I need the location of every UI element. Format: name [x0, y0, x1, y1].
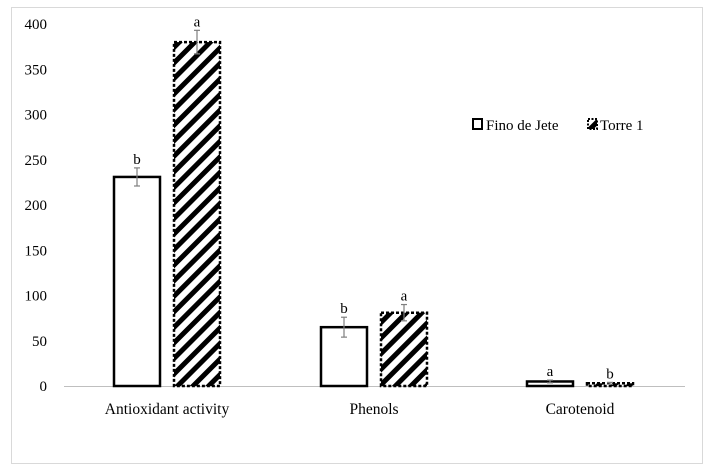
y-tick-label-150: 150	[25, 243, 48, 259]
category-label-antioxidant-activity: Antioxidant activity	[105, 401, 230, 418]
y-tick-label-50: 50	[32, 334, 47, 350]
y-tick-label-250: 250	[25, 153, 48, 169]
legend-swatch-torre-1	[587, 118, 598, 130]
significance-label-antioxidant-activity-torre-1: a	[194, 14, 201, 30]
legend-label-fino-de-jete: Fino de Jete	[486, 118, 559, 134]
y-tick-label-350: 350	[25, 62, 48, 78]
y-tick-label-300: 300	[25, 108, 48, 124]
legend: Fino de Jete Torre 1	[472, 118, 644, 134]
significance-label-antioxidant-activity-fino-de-jete: b	[133, 152, 141, 168]
category-labels: Antioxidant activity Phenols Carotenoid	[105, 401, 615, 418]
y-tick-label-100: 100	[25, 289, 48, 305]
bar-phenols-torre-1	[379, 311, 429, 388]
bar-antioxidant-activity-fino-de-jete	[112, 175, 162, 388]
y-tick-label-200: 200	[25, 198, 48, 214]
legend-swatch-fino-de-jete	[472, 118, 483, 130]
category-label-phenols: Phenols	[349, 401, 398, 418]
y-axis-ticks: 0 50 100 150 200 250 300 350 400	[25, 17, 48, 395]
category-label-carotenoid: Carotenoid	[546, 401, 615, 418]
significance-label-phenols-fino-de-jete: b	[340, 301, 348, 317]
significance-label-carotenoid-fino-de-jete: a	[547, 364, 554, 380]
significance-label-phenols-torre-1: a	[401, 289, 408, 305]
legend-label-torre-1: Torre 1	[600, 118, 644, 134]
significance-label-carotenoid-torre-1: b	[606, 366, 614, 382]
y-tick-label-400: 400	[25, 17, 48, 33]
bars: b a b a a b	[112, 14, 635, 388]
y-tick-label-0: 0	[40, 379, 48, 395]
bar-antioxidant-activity-torre-1	[172, 40, 222, 388]
